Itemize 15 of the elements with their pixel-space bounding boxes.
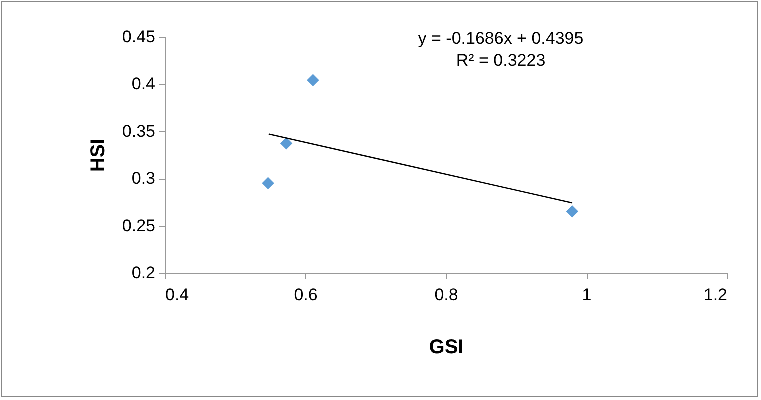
x-tick-label: 0.4: [166, 286, 190, 304]
y-tick-label: 0.45: [122, 28, 156, 46]
x-axis-title: GSI: [429, 336, 464, 358]
x-tick-label: 0.8: [434, 286, 458, 304]
annotation: R² = 0.3223: [456, 51, 546, 70]
x-tick-label: 1: [582, 286, 592, 304]
x-tick-label: 0.6: [294, 286, 318, 304]
annotation: y = -0.1686x + 0.4395: [418, 29, 584, 48]
x-tick-label: 1.2: [704, 286, 728, 304]
y-axis-title: HSI: [87, 138, 110, 172]
y-tick-label: 0.3: [132, 169, 156, 188]
y-tick-label: 0.2: [132, 264, 156, 282]
y-tick-label: 0.25: [122, 216, 156, 236]
y-tick-label: 0.35: [122, 122, 156, 141]
y-tick-label: 0.4: [132, 74, 156, 94]
